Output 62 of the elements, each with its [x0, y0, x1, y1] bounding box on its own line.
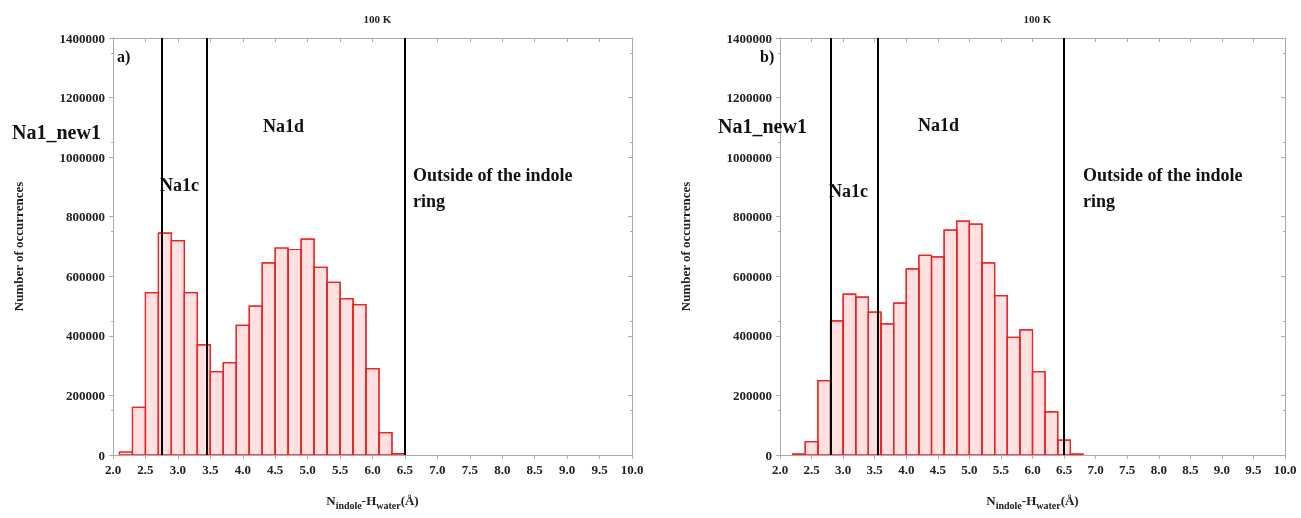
text: Na1_new1 — [12, 121, 101, 143]
x-tick-label: 2.0 — [104, 462, 122, 477]
x-tick-label: 3.5 — [866, 462, 884, 477]
x-tick-label: 6.5 — [1055, 462, 1073, 477]
x-tick-label: 3.5 — [202, 462, 219, 477]
x-tick-label: 2.5 — [137, 462, 155, 477]
x-tick-label: 9.5 — [1245, 462, 1263, 477]
annotation: Na1_new1 — [718, 115, 807, 137]
annotation: a) — [117, 47, 131, 66]
x-tick-label: 7.0 — [429, 462, 446, 477]
x-tick-label: 4.5 — [929, 462, 947, 477]
annotation: Outside of the indole ring — [413, 165, 578, 211]
text: b) — [760, 47, 775, 66]
x-tick-label: 6.5 — [396, 462, 414, 477]
y-axis-title: Number of occurrences — [678, 181, 693, 312]
y-tick-label: 0 — [765, 447, 772, 463]
annotation: Na1d — [263, 116, 305, 136]
chart-title: 100 K — [1023, 12, 1052, 25]
y-tick-label: 1400000 — [59, 30, 105, 46]
y-tick-label: 400000 — [66, 328, 105, 344]
x-tick-label: 4.0 — [898, 462, 915, 477]
y-tick-label: 200000 — [66, 387, 105, 403]
y-tick-label: 1000000 — [59, 149, 105, 165]
annotation: Na1d — [918, 115, 960, 135]
x-tick-label: 8.0 — [1150, 462, 1167, 477]
y-tick-label: 1000000 — [726, 149, 772, 165]
x-tick-label: 6.0 — [364, 462, 381, 477]
x-tick-label: 5.0 — [961, 462, 978, 477]
x-tick-label: 3.0 — [835, 462, 852, 477]
y-axis-title: Number of occurrences — [11, 181, 26, 312]
x-tick-label: 10.0 — [1273, 462, 1297, 477]
y-tick-label: 1400000 — [726, 30, 772, 46]
x-tick-label: 5.5 — [331, 462, 349, 477]
x-tick-label: 8.5 — [526, 462, 544, 477]
x-tick-label: 2.5 — [803, 462, 821, 477]
y-tick-label: 600000 — [733, 268, 772, 284]
x-tick-label: 9.0 — [1213, 462, 1230, 477]
x-tick-label: 7.5 — [1119, 462, 1136, 477]
x-tick-label: 5.0 — [299, 462, 316, 477]
x-tick-label: 9.0 — [559, 462, 576, 477]
y-tick-label: 600000 — [66, 268, 105, 284]
x-tick-label: 9.5 — [591, 462, 609, 477]
x-tick-label: 7.0 — [1087, 462, 1104, 477]
y-tick-label: 400000 — [733, 328, 772, 344]
x-tick-label: 4.0 — [234, 462, 251, 477]
x-tick-label: 4.5 — [267, 462, 284, 477]
y-tick-label: 1200000 — [59, 90, 105, 106]
x-tick-label: 8.5 — [1182, 462, 1199, 477]
chart-title: 100 K — [363, 12, 392, 25]
x-tick-label: 7.5 — [461, 462, 479, 477]
annotation: Outside of the indole ring — [1083, 165, 1248, 211]
x-tick-label: 3.0 — [169, 462, 186, 477]
x-tick-label: 8.0 — [494, 462, 511, 477]
y-tick-label: 200000 — [733, 387, 772, 403]
x-tick-label: 5.5 — [992, 462, 1010, 477]
x-tick-label: 2.0 — [771, 462, 789, 477]
y-tick-label: 800000 — [66, 209, 105, 225]
x-tick-label: 10.0 — [620, 462, 644, 477]
x-tick-label: 6.0 — [1024, 462, 1041, 477]
y-tick-label: 0 — [98, 447, 105, 463]
y-tick-label: 800000 — [733, 209, 772, 225]
y-tick-label: 1200000 — [726, 90, 772, 106]
